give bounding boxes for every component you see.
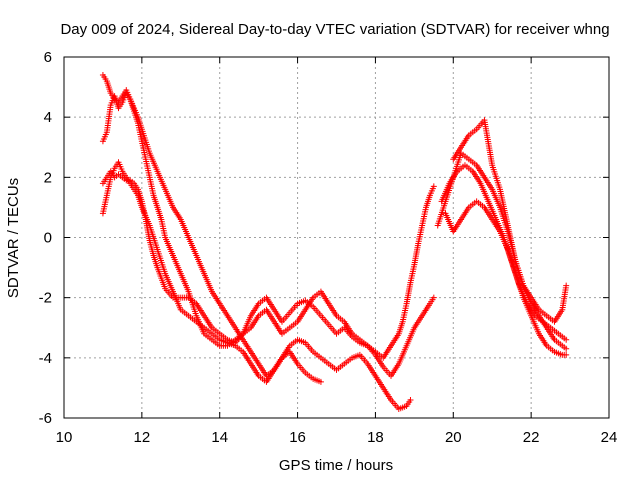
series-trace-2 [99,90,437,379]
data-point-marker [317,378,324,385]
y-tick-label: -2 [39,290,52,307]
x-tick-label: 16 [289,429,306,446]
x-tick-label: 12 [134,429,151,446]
y-tick-label: 6 [44,49,52,66]
data-points [99,72,570,412]
y-tick-label: -4 [39,350,52,367]
data-point-marker [563,345,570,352]
y-tick-label: 2 [44,169,52,186]
data-point-marker [407,396,414,403]
y-tick-label: 0 [44,230,52,247]
x-tick-label: 10 [56,429,73,446]
series-trace-4 [99,72,324,385]
x-tick-label: 22 [523,429,540,446]
x-tick-label: 14 [211,429,228,446]
data-point-marker [563,282,570,289]
x-tick-label: 18 [367,429,384,446]
grid-lines [64,57,609,418]
data-point-marker [563,336,570,343]
data-point-marker [430,294,437,301]
y-tick-label: -6 [39,410,52,427]
series-trace-7 [442,198,570,358]
series-trace-3 [99,159,414,412]
y-tick-label: 4 [44,109,52,126]
chart-title: Day 009 of 2024, Sidereal Day-to-day VTE… [60,21,609,38]
y-tick-labels: -6 -4 -2 0 2 4 6 [39,49,52,427]
x-tick-label: 20 [445,429,462,446]
x-tick-labels: 10 12 14 16 18 20 22 24 [56,429,618,446]
y-axis-label: SDTVAR / TECUs [5,178,22,298]
x-axis-label: GPS time / hours [279,457,393,474]
plot-frame [63,56,610,419]
x-tick-label: 24 [601,429,618,446]
data-point-marker [563,351,570,358]
data-point-marker [430,183,437,190]
series-trace-8 [450,117,570,325]
